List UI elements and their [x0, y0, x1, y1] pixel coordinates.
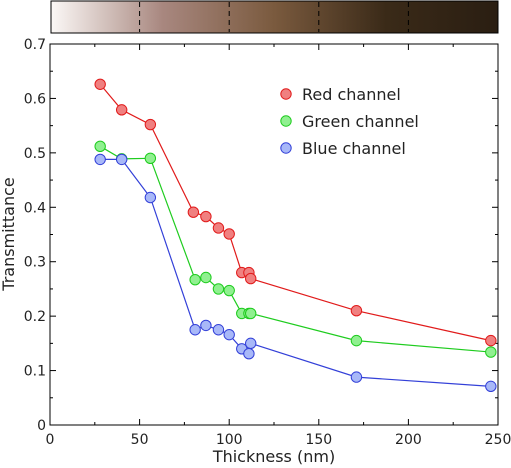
series-line-green-channel [99, 145, 491, 353]
legend-marker-red-channel [280, 88, 292, 100]
x-tick-label-50: 50 [131, 432, 149, 448]
x-tick-label-100: 100 [216, 432, 243, 448]
y-tick-label-0: 0 [37, 418, 46, 434]
color-strip [50, 0, 499, 34]
series-line-blue-channel [100, 158, 491, 387]
y-tick-label-0.2: 0.2 [24, 309, 46, 325]
plot-frame [49, 43, 499, 426]
series-layer [94, 78, 497, 393]
data-point-blue-channel [223, 328, 235, 341]
data-point-red-channel [245, 272, 257, 285]
x-tick-label-150: 150 [305, 432, 332, 448]
y-tick-label-0.1: 0.1 [24, 364, 46, 380]
y-tick-label-0.6: 0.6 [24, 91, 46, 107]
data-point-green-channel [245, 307, 257, 320]
data-point-green-channel [200, 271, 212, 284]
x-tick-label-250: 250 [485, 432, 511, 448]
x-tick-label-200: 200 [395, 432, 422, 448]
data-point-green-channel [485, 346, 497, 358]
data-point-green-channel [189, 273, 201, 286]
data-point-red-channel [200, 210, 212, 223]
y-tick-label-0.5: 0.5 [24, 146, 46, 162]
legend-label-red-channel: Red channel [302, 85, 401, 104]
y-tick-label-0.3: 0.3 [24, 255, 46, 271]
data-point-blue-channel [189, 324, 201, 336]
data-point-blue-channel [485, 380, 497, 393]
color-strip-marks [139, 2, 409, 32]
series-line-red-channel [99, 83, 491, 342]
data-point-red-channel [223, 228, 235, 240]
data-point-blue-channel [144, 191, 157, 204]
data-point-blue-channel [243, 347, 255, 360]
data-point-green-channel [223, 284, 235, 297]
series-red-channel [94, 78, 497, 347]
axis-ticks: 0 50 100 150 200 250 0 0.1 0.2 0.3 0.4 0.5 0.6 0.7 [24, 37, 511, 448]
data-point-green-channel [144, 152, 157, 165]
data-point-red-channel [187, 206, 200, 218]
x-tick-label-0: 0 [46, 432, 55, 448]
data-point-red-channel [350, 305, 363, 317]
legend-label-blue-channel: Blue channel [302, 139, 406, 158]
x-axis-title: Thickness (nm) [212, 447, 335, 466]
data-point-red-channel [115, 104, 128, 116]
data-point-green-channel [94, 140, 106, 153]
data-point-green-channel [212, 283, 225, 295]
series-blue-channel [94, 153, 497, 393]
data-point-blue-channel [94, 153, 106, 166]
data-point-red-channel [485, 334, 497, 347]
data-point-green-channel [350, 334, 363, 347]
legend-marker-blue-channel [280, 142, 292, 154]
y-tick-label-0.4: 0.4 [24, 200, 46, 216]
data-point-red-channel [212, 222, 225, 234]
legend-label-green-channel: Green channel [302, 112, 419, 131]
y-tick-label-0.7: 0.7 [24, 37, 46, 53]
data-point-blue-channel [200, 319, 212, 332]
data-point-blue-channel [350, 371, 363, 383]
y-axis-title: Transmittance [0, 177, 18, 291]
legend-marker-green-channel [280, 115, 292, 127]
legend: Red channel Green channel Blue channel [280, 85, 419, 158]
data-point-blue-channel [245, 337, 257, 350]
data-point-red-channel [144, 118, 157, 131]
data-point-red-channel [94, 78, 106, 90]
data-point-blue-channel [115, 153, 128, 166]
data-point-blue-channel [212, 324, 225, 336]
series-green-channel [94, 140, 497, 358]
